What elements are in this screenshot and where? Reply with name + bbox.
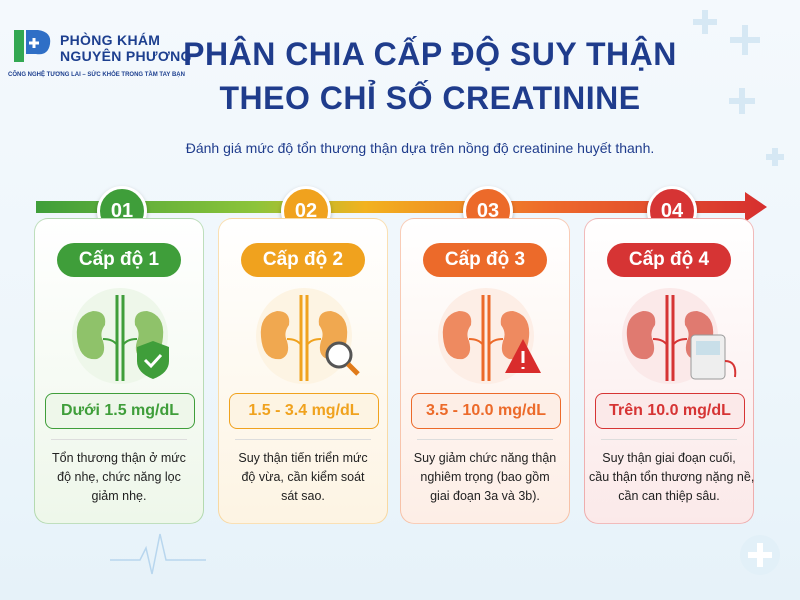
logo-mark [14,30,51,62]
heartbeat [110,533,206,575]
level-label: Cấp độ 1 [57,243,181,277]
kidney-drawing [622,288,737,384]
kidney-icon [622,288,737,384]
tagline: CÔNG NGHỆ TƯƠNG LAI – SỨC KHỎE TRONG TẦM… [8,72,185,78]
description: Suy giảm chức năng thận nghiêm trọng (bao… [405,449,565,506]
description-line: Suy giảm chức năng thận [413,451,557,465]
level-label: Cấp độ 3 [423,243,547,277]
description-line: sát sao. [281,489,325,503]
separator [417,439,553,440]
description-line: cần can thiệp sâu. [618,489,720,503]
plus-icons [693,10,784,166]
logo-text: NGUYÊN PHƯƠNG [60,48,192,64]
kidney-icon [438,288,541,384]
description-line: Suy thận giai đoạn cuối, [602,451,736,465]
logo-text: PHÒNG KHÁM [60,32,161,48]
description-line: Tổn thương thận ở mức [52,451,186,465]
description-line: độ vừa, cần kiểm soát [241,470,365,484]
title: THEO CHỈ SỐ CREATININE [219,80,641,116]
level-card: Cấp độ 2 1.5 - 3.4 mg/dL Suy thận tiến tri… [218,218,388,524]
decor-plus [748,543,772,567]
subtitle: Đánh giá mức độ tổn thương thận dựa trên… [185,140,655,156]
creatinine-range: Trên 10.0 mg/dL [595,393,745,429]
creatinine-range: 3.5 - 10.0 mg/dL [411,393,561,429]
description-line: Suy thận tiến triển mức [238,451,368,465]
separator [51,439,187,440]
creatinine-range: 1.5 - 3.4 mg/dL [229,393,379,429]
level-card: Cấp độ 3 3.5 - 10.0 mg/dL Suy giảm chức nă… [400,218,570,524]
kidney-drawing [256,288,360,384]
kidney-drawing [438,288,541,384]
separator [235,439,371,440]
kidney-icon [256,288,360,384]
level-card: Cấp độ 4 Trên 10.0 mg/dL Suy thận giai đoạ… [584,218,754,524]
description-line: nghiêm trọng (bao gồm [420,470,550,484]
description-line: giai đoạn 3a và 3b). [430,489,540,503]
description: Suy thận giai đoạn cuối, cầu thận tổn thư… [589,449,755,506]
level-label: Cấp độ 2 [241,243,365,277]
progress-arrow [36,192,767,222]
description: Tổn thương thận ở mức độ nhẹ, chức năng l… [39,449,199,506]
kidney-drawing [72,288,169,384]
separator [601,439,737,440]
creatinine-range: Dưới 1.5 mg/dL [45,393,195,429]
title: PHÂN CHIA CẤP ĐỘ SUY THẬN [183,36,677,72]
description: Suy thận tiến triển mức độ vừa, cần kiểm … [223,449,383,506]
description-line: độ nhẹ, chức năng lọc [57,470,181,484]
kidney-icon [72,288,169,384]
level-card: Cấp độ 1 Dưới 1.5 mg/dL Tổn thương thận ở … [34,218,204,524]
description-line: giảm nhẹ. [91,489,147,503]
description-line: cầu thận tổn thương nặng nề, [589,470,755,484]
level-label: Cấp độ 4 [607,243,731,277]
